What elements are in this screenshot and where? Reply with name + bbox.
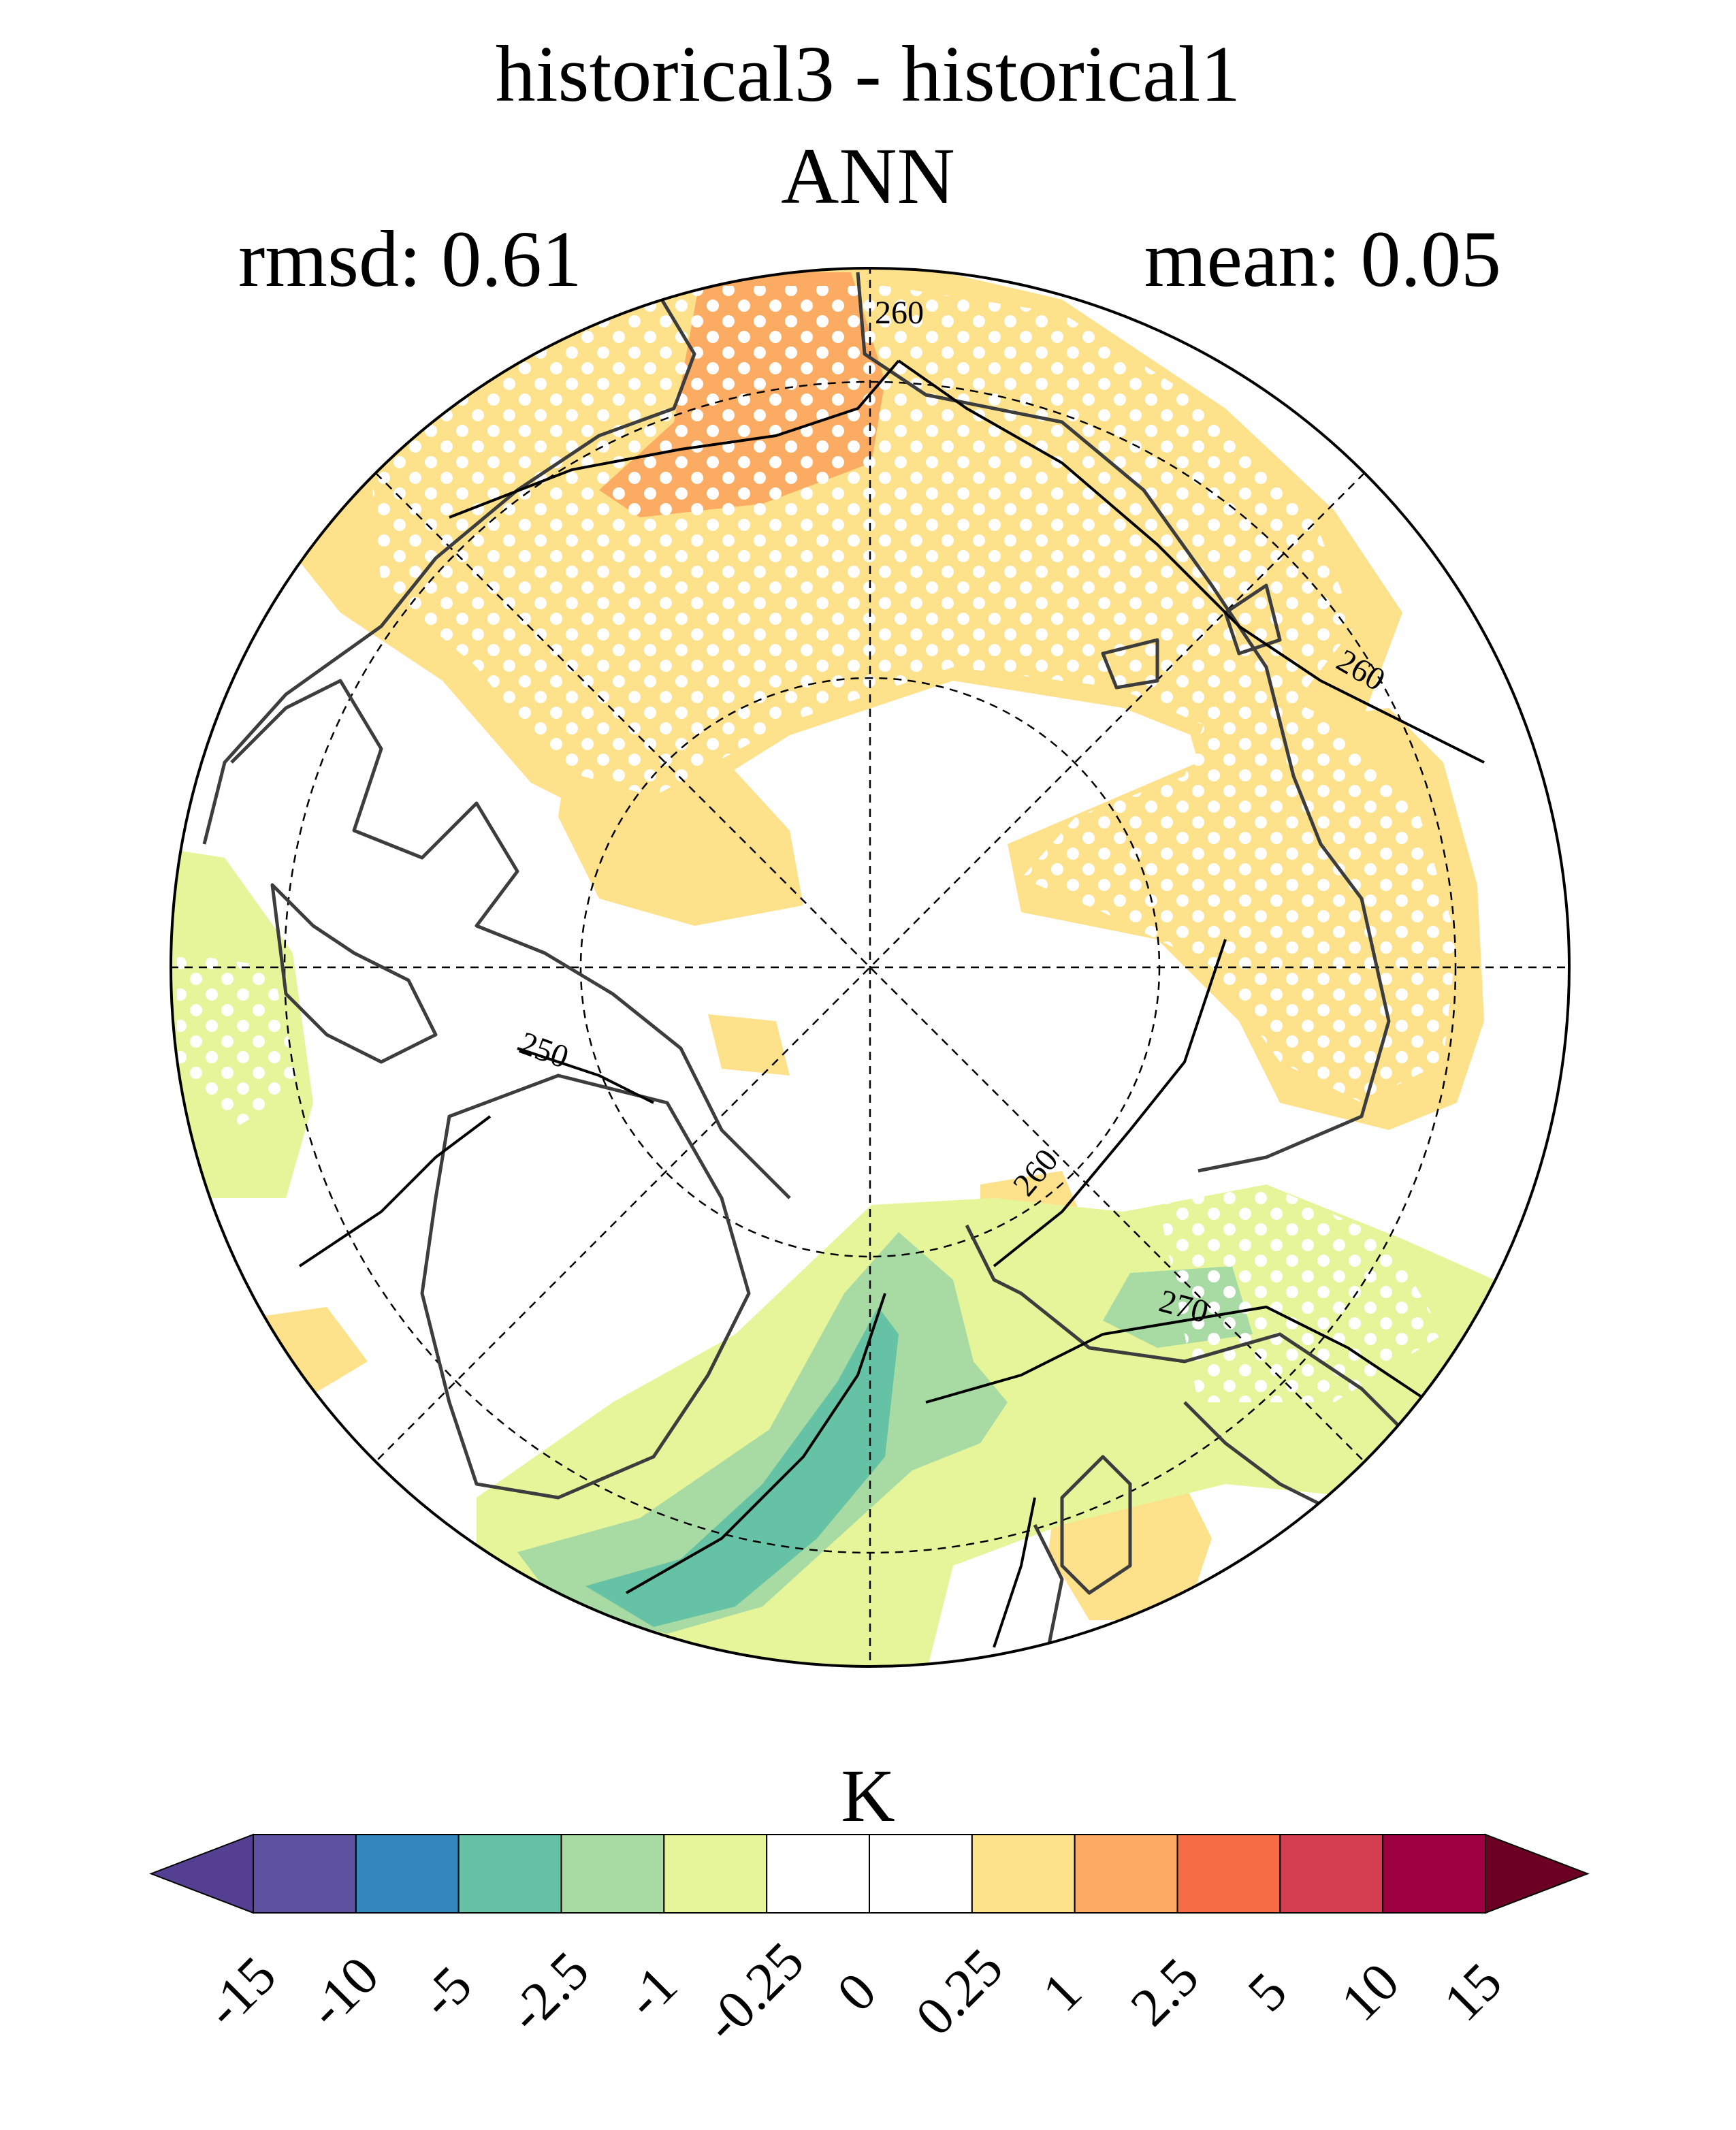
significance-stippling-west bbox=[177, 953, 300, 1130]
coastlines bbox=[202, 272, 1499, 1648]
anomaly-patch-warm-small bbox=[708, 1014, 790, 1076]
colorbar-swatch bbox=[1176, 1834, 1281, 1914]
rmsd-label: rmsd: 0.61 bbox=[238, 214, 582, 304]
colorbar-tick-label: 0 bbox=[826, 1961, 888, 2023]
colorbar-swatch bbox=[457, 1834, 562, 1914]
colorbar-tick-label: 15 bbox=[1432, 1952, 1513, 2033]
colorbar-tick-label: -0.25 bbox=[693, 1931, 816, 2054]
colorbar-tick-labels: -15 -10 -5 -2.5 -1 -0.25 0 0.25 1 2.5 5 10 15 bbox=[194, 1931, 1513, 2054]
colorbar-tick-label: -2.5 bbox=[497, 1941, 600, 2044]
significance-stippling-east bbox=[1021, 667, 1457, 1103]
climatology-contours bbox=[298, 359, 1485, 1648]
colorbar-swatch bbox=[869, 1834, 973, 1914]
colorbar-extend-low bbox=[149, 1833, 254, 1914]
polar-map: 260 260 250 260 270 bbox=[170, 267, 1571, 1668]
colorbar-swatch bbox=[663, 1834, 768, 1914]
colorbar-swatch bbox=[1279, 1834, 1384, 1914]
colorbar-tick-label: 5 bbox=[1237, 1961, 1299, 2023]
colorbar-tick-label: -5 bbox=[409, 1955, 483, 2029]
colorbar-tick-label: -1 bbox=[614, 1955, 688, 2029]
colorbar-swatch bbox=[766, 1834, 870, 1914]
anomaly-patch-teal bbox=[585, 1307, 899, 1627]
graticule bbox=[171, 268, 1569, 1666]
colorbar-extend-high bbox=[1485, 1833, 1590, 1914]
colorbar-tick-label: 1 bbox=[1031, 1961, 1093, 2023]
colorbar-swatch bbox=[1382, 1834, 1486, 1914]
contour-label-260-top: 260 bbox=[875, 295, 924, 331]
map-border bbox=[170, 267, 1571, 1668]
colorbar-tick-label: -10 bbox=[297, 1946, 391, 2039]
colorbar-unit: K bbox=[841, 1754, 895, 1837]
colorbar-swatch bbox=[355, 1834, 460, 1914]
colorbar: K -15 -10 -5 -2.5 -1 -0.25 0 0.25 1 2.5 5 10 15 bbox=[149, 1754, 1590, 2054]
mean-label: mean: 0.05 bbox=[1144, 214, 1501, 304]
colorbar-swatches bbox=[149, 1833, 1590, 1914]
colorbar-swatch bbox=[1074, 1834, 1178, 1914]
colorbar-tick-label: 10 bbox=[1330, 1952, 1411, 2033]
colorbar-swatch bbox=[560, 1834, 665, 1914]
colorbar-tick-label: 2.5 bbox=[1120, 1947, 1210, 2037]
title-line-2: ANN bbox=[781, 131, 955, 221]
title-line-1: historical3 - historical1 bbox=[496, 29, 1241, 118]
colorbar-swatch bbox=[971, 1834, 1076, 1914]
colorbar-tick-label: -15 bbox=[194, 1946, 288, 2039]
colorbar-swatch bbox=[253, 1834, 357, 1914]
colorbar-tick-label: 0.25 bbox=[905, 1937, 1014, 2047]
